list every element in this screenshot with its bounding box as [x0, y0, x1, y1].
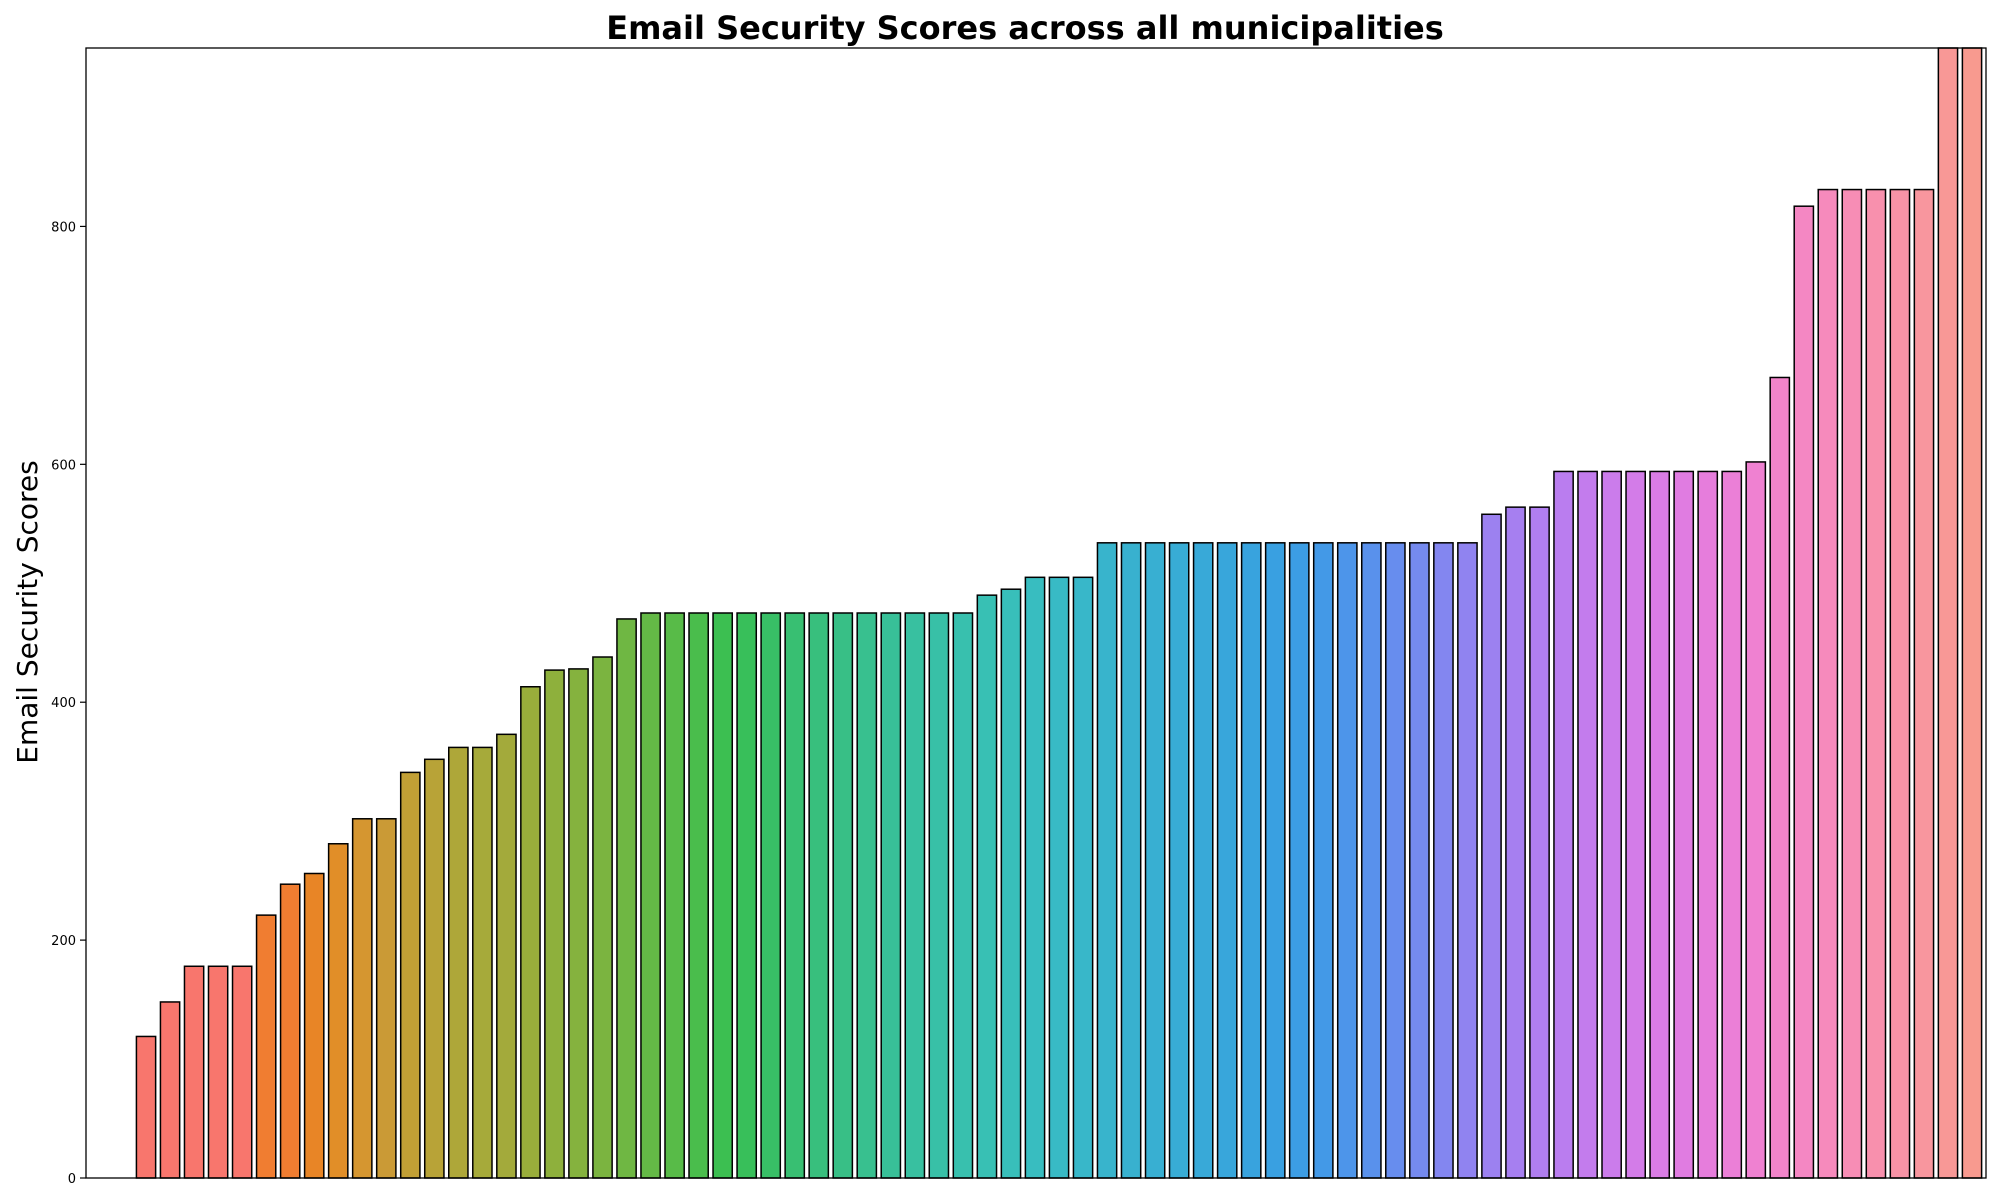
bar — [1409, 542, 1430, 1179]
bars-layer — [135, 47, 1983, 1179]
bar — [1649, 470, 1671, 1179]
bar — [1505, 506, 1526, 1179]
y-tick-label: 600 — [51, 458, 76, 473]
bar — [1192, 542, 1214, 1179]
bar — [616, 618, 637, 1179]
bar — [1601, 470, 1622, 1179]
bar — [1889, 188, 1911, 1179]
bar — [207, 965, 229, 1179]
y-tick-label: 400 — [51, 696, 76, 711]
bar — [1553, 470, 1574, 1179]
bar — [760, 612, 782, 1179]
y-ticks-layer: 0 200 400 600 800 — [51, 220, 86, 1187]
bar — [904, 612, 926, 1179]
bar — [856, 612, 878, 1179]
bar — [1841, 188, 1863, 1179]
chart-title: Email Security Scores across all municip… — [606, 9, 1444, 47]
bar — [952, 612, 974, 1179]
bar — [375, 818, 397, 1179]
bar — [688, 612, 709, 1179]
bar — [1312, 542, 1334, 1179]
bar — [1769, 376, 1791, 1179]
bar — [1625, 470, 1647, 1179]
bar — [1577, 470, 1598, 1179]
bar — [592, 656, 613, 1179]
bar — [1529, 506, 1550, 1179]
bar — [1288, 542, 1310, 1179]
bar — [520, 686, 541, 1179]
bar — [1096, 542, 1118, 1179]
bar — [231, 965, 253, 1179]
bar — [976, 594, 998, 1179]
bar — [1721, 470, 1743, 1179]
bar — [736, 612, 758, 1179]
bar — [1865, 188, 1887, 1179]
bar — [1457, 542, 1478, 1179]
bar — [1673, 470, 1695, 1179]
bar — [1120, 542, 1142, 1179]
bar — [832, 612, 854, 1179]
bar — [880, 612, 902, 1179]
bar — [159, 1001, 181, 1179]
bar — [183, 965, 205, 1179]
bar — [1144, 542, 1166, 1179]
bar — [135, 1035, 157, 1179]
bar — [1360, 542, 1382, 1179]
bar — [544, 669, 565, 1179]
bar — [568, 668, 589, 1179]
bar — [496, 733, 517, 1179]
bar — [1024, 576, 1046, 1179]
y-tick-label: 0 — [68, 1172, 76, 1187]
bar — [1048, 576, 1070, 1179]
plot-frame — [85, 47, 1987, 1179]
bar — [1481, 513, 1502, 1179]
bar — [1072, 576, 1094, 1179]
bar — [664, 612, 685, 1179]
bar — [279, 883, 301, 1179]
bar — [255, 914, 277, 1179]
bar — [1745, 461, 1767, 1179]
bar — [1168, 542, 1190, 1179]
bar — [1000, 588, 1022, 1179]
bar — [327, 843, 349, 1179]
bar — [1240, 542, 1262, 1179]
bar — [1216, 542, 1238, 1179]
bar — [423, 758, 445, 1179]
y-axis-label: Email Security Scores — [11, 460, 44, 763]
bar — [1937, 47, 1959, 1179]
bar — [1793, 205, 1815, 1179]
bar — [351, 818, 373, 1179]
bar — [303, 872, 325, 1179]
bar — [1961, 47, 1983, 1179]
bar — [928, 612, 950, 1179]
bar — [472, 746, 493, 1179]
bar — [1913, 188, 1935, 1179]
y-tick-label: 200 — [51, 934, 76, 949]
bar — [1697, 470, 1719, 1179]
bar — [640, 612, 661, 1179]
bar — [1385, 542, 1406, 1179]
bar — [399, 771, 421, 1179]
bar — [1264, 542, 1286, 1179]
bar — [712, 612, 734, 1179]
bar — [784, 612, 806, 1179]
bar — [1336, 542, 1358, 1179]
bar — [1817, 188, 1839, 1179]
bar — [808, 612, 830, 1179]
bar — [448, 746, 469, 1179]
bar — [1433, 542, 1454, 1179]
y-tick-label: 800 — [51, 220, 76, 235]
